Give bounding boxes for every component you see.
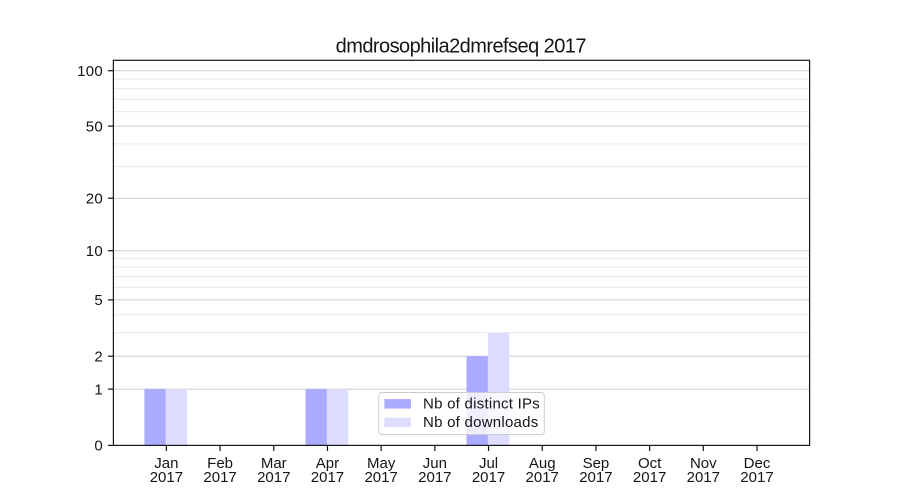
svg-text:50: 50 [86,118,103,135]
svg-text:Nov: Nov [690,455,717,472]
svg-text:2017: 2017 [526,469,559,486]
svg-text:Aug: Aug [529,455,556,472]
svg-text:Sep: Sep [583,455,610,472]
svg-text:Jun: Jun [423,455,447,472]
svg-text:5: 5 [94,292,103,309]
svg-text:Mar: Mar [261,455,287,472]
svg-text:Dec: Dec [744,455,771,472]
svg-text:2017: 2017 [257,469,290,486]
svg-text:Nb of downloads: Nb of downloads [423,414,539,431]
svg-text:dmdrosophila2dmrefseq 2017: dmdrosophila2dmrefseq 2017 [336,35,587,57]
svg-text:2017: 2017 [579,469,612,486]
svg-text:0: 0 [94,438,103,455]
svg-text:2: 2 [94,348,103,365]
svg-text:2017: 2017 [418,469,451,486]
svg-text:2017: 2017 [364,469,397,486]
svg-text:2017: 2017 [687,469,720,486]
svg-text:2017: 2017 [203,469,236,486]
svg-text:Jan: Jan [154,455,178,472]
svg-text:100: 100 [77,63,103,80]
svg-text:10: 10 [86,243,103,260]
svg-text:2017: 2017 [472,469,505,486]
svg-text:Apr: Apr [316,455,339,472]
svg-text:Nb of distinct IPs: Nb of distinct IPs [423,396,540,413]
svg-text:May: May [367,455,396,472]
svg-text:1: 1 [94,381,103,398]
svg-text:2017: 2017 [633,469,666,486]
svg-text:Oct: Oct [638,455,662,472]
svg-text:Feb: Feb [207,455,233,472]
svg-text:Jul: Jul [479,455,498,472]
svg-text:20: 20 [86,190,103,207]
svg-text:2017: 2017 [740,469,773,486]
svg-text:2017: 2017 [311,469,344,486]
svg-text:2017: 2017 [150,469,183,486]
